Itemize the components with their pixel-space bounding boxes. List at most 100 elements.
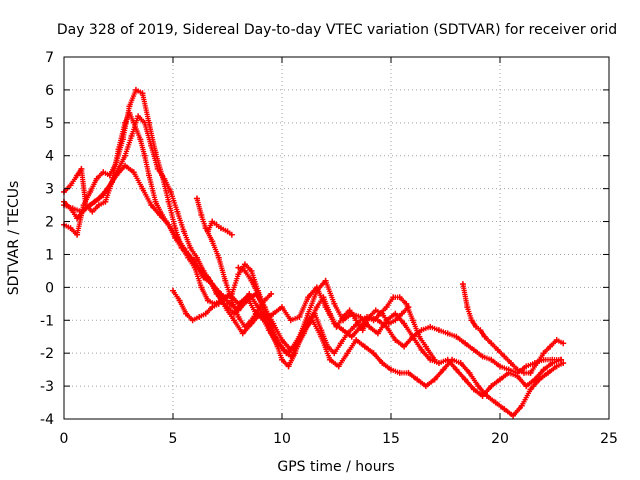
data-point [130,169,137,176]
y-tick-label: 2 [45,215,54,231]
y-tick-label: 3 [45,182,54,198]
series-trace [61,163,564,399]
data-point [553,363,560,370]
data-point [392,317,399,324]
data-point [226,300,233,307]
data-point [239,330,246,337]
data-point [204,297,211,304]
data-point [146,172,153,179]
data-point [353,317,360,324]
data-point [348,333,355,340]
data-point [488,383,495,390]
data-point [401,343,408,350]
data-point [296,313,303,320]
data-point [540,356,547,363]
plot-frame [63,56,610,420]
data-point [95,195,102,202]
data-point [161,175,168,182]
data-point [106,172,113,179]
data-point [222,277,229,284]
data-point [95,202,102,209]
data-point [193,254,200,261]
data-point [285,363,292,370]
data-point [222,294,229,301]
data-point [67,182,74,189]
data-point [167,188,174,195]
data-point [379,360,386,367]
data-point [241,267,248,274]
data-point [514,373,521,380]
data-point [300,330,307,337]
data-point [183,248,190,255]
data-point [215,254,222,261]
data-point [383,323,390,330]
data-point [331,300,338,307]
data-point [200,267,207,274]
data-point [497,376,503,383]
data-point [540,350,547,357]
data-point [372,307,379,314]
data-point [255,290,262,297]
data-point [78,208,85,215]
data-point [340,313,347,320]
data-point [228,297,235,304]
x-tick-label: 5 [169,431,178,447]
data-point [427,323,434,330]
data-point [418,346,425,353]
data-point [344,350,351,357]
data-point [193,195,200,202]
series-arc8 [459,281,534,376]
data-point [544,369,551,376]
data-point [523,383,530,390]
series-arc1 [61,109,438,370]
data-point [294,343,301,350]
data-point [152,198,159,205]
data-point [305,310,312,317]
data-point [228,231,235,238]
data-point [202,310,209,317]
data-point [154,165,161,172]
data-point [78,165,85,172]
data-point [235,271,242,278]
data-point [307,317,314,324]
data-point [93,175,100,182]
y-tick-label: -4 [40,412,54,428]
data-point [479,353,486,360]
data-point [139,90,146,97]
data-point [520,369,527,376]
series-arc5 [170,261,412,360]
data-point [464,304,471,311]
data-point [431,376,438,383]
data-point [398,310,405,317]
data-point [113,159,120,166]
data-point [69,205,76,212]
data-point [427,356,434,363]
data-point [531,376,538,383]
y-tick-label: 7 [45,50,54,66]
data-point [268,290,275,297]
data-point [287,317,294,324]
data-point [139,185,146,192]
series-arc7 [204,218,235,238]
data-point [560,340,567,347]
data-point [313,287,320,294]
data-point [261,310,268,317]
data-point [87,188,94,195]
data-point [335,363,342,370]
data-point [405,304,412,311]
data-point [527,369,534,376]
y-axis-label: SDTVAR / TECUs [6,181,22,296]
data-point [462,340,469,347]
series-arc4 [61,162,565,399]
data-point [468,317,475,324]
data-point [388,366,394,373]
x-tick-label: 15 [382,431,400,447]
data-point [322,277,329,284]
data-point [453,333,460,340]
series-arc3 [61,113,565,376]
data-point [287,346,294,353]
data-point [353,337,360,344]
data-point [255,307,262,314]
data-point [235,300,242,307]
